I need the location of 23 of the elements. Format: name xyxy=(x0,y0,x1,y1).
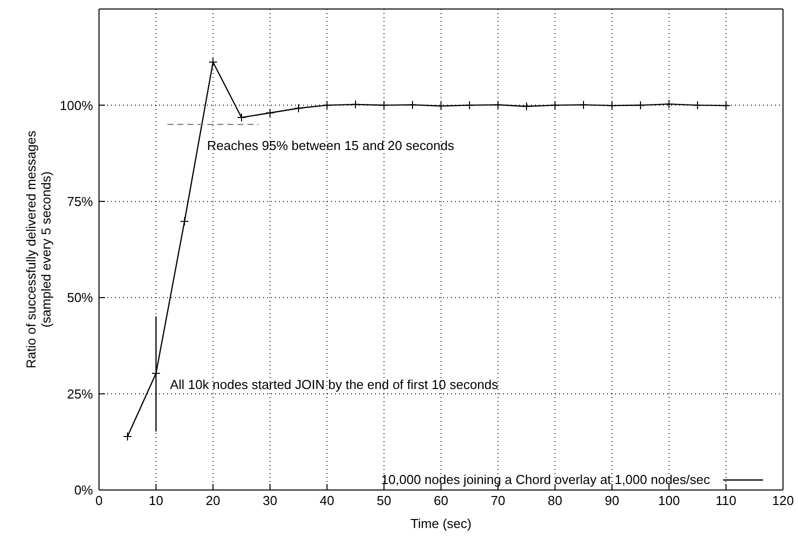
legend-label: 10,000 nodes joining a Chord overlay at 1,000 nodes/sec xyxy=(381,472,710,487)
x-tick-label: 30 xyxy=(262,493,278,508)
x-tick-label: 0 xyxy=(95,493,103,508)
x-tick-label: 120 xyxy=(772,493,794,508)
x-tick-label: 80 xyxy=(548,493,562,508)
y-tick-label: 25% xyxy=(66,386,94,402)
y-tick-label: 0% xyxy=(74,482,94,498)
y-tick-label: 75% xyxy=(66,194,94,210)
y-tick-label: 100% xyxy=(60,98,94,113)
x-tick-label: 100 xyxy=(658,493,680,508)
x-tick-label: 60 xyxy=(434,493,448,508)
x-tick-label: 50 xyxy=(376,493,392,508)
x-tick-label: 20 xyxy=(206,493,220,508)
x-axis-title: Time (sec) xyxy=(410,516,472,531)
x-tick-label: 110 xyxy=(716,493,736,508)
x-tick-label: 70 xyxy=(490,493,506,508)
x-tick-label: 90 xyxy=(604,493,620,508)
y-axis-title: Ratio of successfully delivered messages (sampled every 5 seconds) xyxy=(24,130,54,368)
x-tick-label: 40 xyxy=(320,493,334,508)
annotation: Reaches 95% between 15 and 20 seconds xyxy=(207,138,454,154)
annotation: All 10k nodes started JOIN by the end of first 10 seconds xyxy=(170,377,498,393)
x-tick-label: 10 xyxy=(148,493,164,508)
y-tick-label: 50% xyxy=(66,290,94,306)
